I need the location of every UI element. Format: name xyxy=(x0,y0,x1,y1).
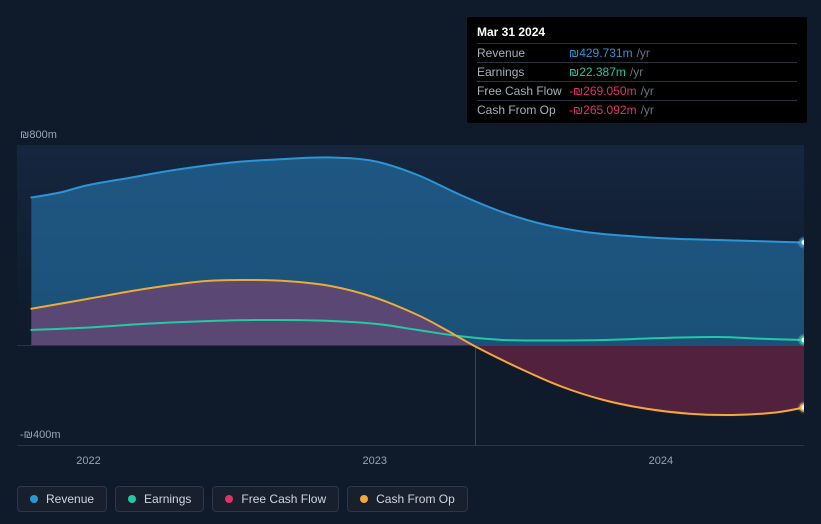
y-tick-label: ₪800m xyxy=(20,129,70,141)
x-tick-label: 2024 xyxy=(649,455,673,467)
legend-label: Earnings xyxy=(144,492,191,506)
tooltip-label: Earnings xyxy=(477,66,569,78)
tooltip-date: Mar 31 2024 xyxy=(477,23,797,43)
y-gridline xyxy=(17,445,804,446)
tooltip-value: ₪22.387m xyxy=(569,66,626,78)
tooltip-label: Revenue xyxy=(477,47,569,59)
chart-plot xyxy=(17,145,804,445)
legend-dot-icon xyxy=(128,495,136,503)
tooltip-unit: /yr xyxy=(630,66,643,78)
legend-dot-icon xyxy=(30,495,38,503)
tooltip-unit: /yr xyxy=(641,104,654,116)
legend-label: Cash From Op xyxy=(376,492,455,506)
tooltip-row: Cash From Op-₪265.092m/yr xyxy=(477,100,797,119)
x-tick-label: 2023 xyxy=(362,455,386,467)
tooltip-value: -₪265.092m xyxy=(569,104,637,116)
x-tick-label: 2022 xyxy=(76,455,100,467)
legend-dot-icon xyxy=(225,495,233,503)
legend-label: Revenue xyxy=(46,492,94,506)
tooltip-value: ₪429.731m xyxy=(569,47,633,59)
legend-item-free-cash-flow[interactable]: Free Cash Flow xyxy=(212,486,339,512)
x-axis-labels: 2022 2023 2024 xyxy=(17,455,804,469)
legend-item-earnings[interactable]: Earnings xyxy=(115,486,204,512)
tooltip-value: -₪269.050m xyxy=(569,85,637,97)
chart-tooltip: Mar 31 2024 Revenue₪429.731m/yrEarnings₪… xyxy=(467,17,807,123)
tooltip-row: Revenue₪429.731m/yr xyxy=(477,43,797,62)
tooltip-label: Cash From Op xyxy=(477,104,569,116)
legend-label: Free Cash Flow xyxy=(241,492,326,506)
tooltip-unit: /yr xyxy=(641,85,654,97)
legend-dot-icon xyxy=(360,495,368,503)
tooltip-row: Earnings₪22.387m/yr xyxy=(477,62,797,81)
tooltip-unit: /yr xyxy=(637,47,650,59)
tooltip-row: Free Cash Flow-₪269.050m/yr xyxy=(477,81,797,100)
legend-item-cash-from-op[interactable]: Cash From Op xyxy=(347,486,468,512)
tooltip-label: Free Cash Flow xyxy=(477,85,569,97)
legend: Revenue Earnings Free Cash Flow Cash From O… xyxy=(17,486,468,512)
legend-item-revenue[interactable]: Revenue xyxy=(17,486,107,512)
